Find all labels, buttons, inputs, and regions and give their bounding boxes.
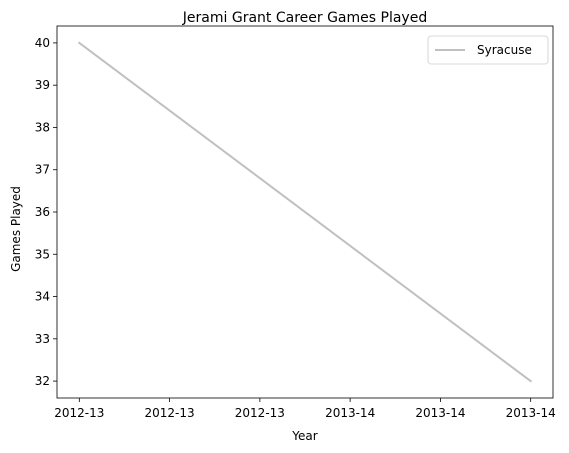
x-tick-label: 2012-13	[235, 406, 285, 420]
y-tick-label: 33	[35, 332, 50, 346]
x-tick-label: 2013-14	[325, 406, 375, 420]
series-line-syracuse	[77, 41, 533, 383]
x-axis-ticks: 2012-13 2012-13 2012-13 2013-14 2013-14 2013-…	[54, 398, 556, 420]
y-tick-label: 40	[35, 36, 50, 50]
y-tick-label: 37	[35, 163, 50, 177]
y-tick-label: 35	[35, 247, 50, 261]
legend-box	[427, 35, 549, 65]
y-tick-label: 36	[35, 205, 50, 219]
x-axis-label: Year	[291, 429, 317, 443]
chart-title: Jerami Grant Career Games Played	[182, 10, 427, 26]
plot-frame	[56, 25, 554, 399]
y-tick-label: 32	[35, 374, 50, 388]
y-axis-label: Games Played	[9, 186, 23, 272]
legend: Syracuse	[427, 35, 549, 65]
legend-label-syracuse: Syracuse	[477, 43, 532, 57]
x-tick-label: 2012-13	[54, 406, 104, 420]
x-tick-label: 2013-14	[415, 406, 465, 420]
x-tick-label: 2013-14	[506, 406, 556, 420]
y-axis-ticks: 32 33 34 35 36 37 38 39 40	[35, 36, 57, 388]
x-tick-label: 2012-13	[145, 406, 195, 420]
y-tick-label: 38	[35, 120, 50, 134]
y-tick-label: 39	[35, 78, 50, 92]
y-tick-label: 34	[35, 290, 50, 304]
